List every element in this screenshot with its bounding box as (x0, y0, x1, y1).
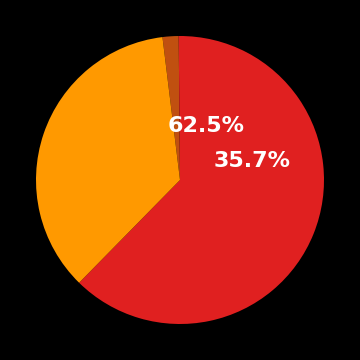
Wedge shape (79, 36, 324, 324)
Text: 62.5%: 62.5% (168, 116, 245, 136)
Wedge shape (36, 37, 180, 283)
Wedge shape (162, 36, 180, 180)
Text: 35.7%: 35.7% (214, 151, 291, 171)
